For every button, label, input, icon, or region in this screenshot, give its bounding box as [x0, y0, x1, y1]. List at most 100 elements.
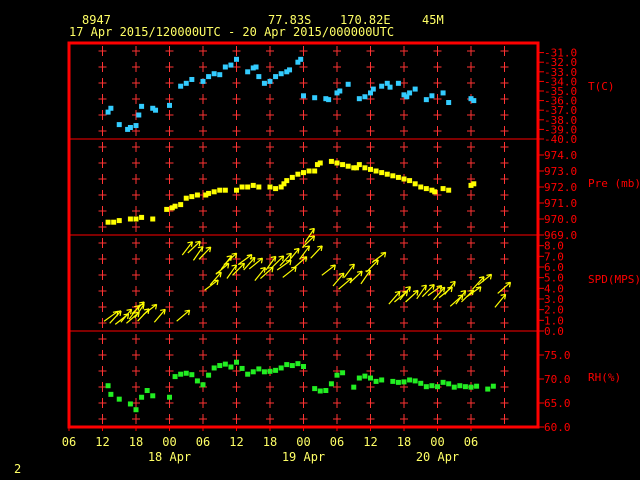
pres-point — [317, 160, 323, 166]
y-tick-label: 8.0 — [544, 240, 564, 253]
rh-point — [401, 379, 407, 385]
rh-point — [167, 394, 172, 400]
wind-arrow-head — [278, 255, 284, 258]
temp-point — [256, 74, 262, 80]
wind-arrow-head — [346, 277, 352, 280]
pres-point — [429, 187, 435, 193]
wind-arrow-head — [205, 246, 211, 249]
page-number: 2 — [14, 462, 22, 476]
temp-point — [362, 94, 368, 100]
wind-arrow-head — [270, 255, 276, 259]
pres-point — [169, 205, 175, 211]
temp-point — [429, 93, 435, 99]
wind-arrow-head — [134, 305, 140, 308]
wind-arrow-head — [333, 264, 336, 271]
y-tick-label: 969.0 — [544, 229, 577, 242]
temp-point — [261, 80, 267, 86]
wind-arrow-head — [479, 286, 482, 292]
temp-point — [217, 72, 223, 78]
pres-point — [139, 214, 145, 220]
temp-point — [370, 86, 376, 92]
wind-arrow-head — [184, 309, 190, 312]
wind-arrow-head — [342, 273, 345, 279]
wind-arrow-head — [257, 257, 263, 260]
temp-point — [423, 97, 429, 103]
rh-point — [446, 381, 452, 387]
wind-arrow — [472, 276, 485, 290]
y-tick-label: -38.0 — [544, 114, 577, 127]
pres-point — [194, 192, 200, 198]
wind-arrow-head — [263, 267, 266, 273]
temp-point — [136, 112, 142, 118]
wind-arrow-head — [201, 246, 204, 252]
wind-arrow-head — [239, 262, 245, 265]
wind-arrow-head — [289, 253, 292, 259]
temp-point — [116, 122, 122, 128]
temp-point — [384, 80, 390, 86]
wind-arrow-head — [376, 259, 379, 266]
wind-arrow — [215, 262, 230, 275]
wind-arrow-head — [352, 264, 355, 270]
y-tick-label: 75.0 — [544, 349, 571, 362]
wind-arrow-head — [144, 308, 150, 311]
x-tick-label: 12 — [229, 435, 243, 449]
wind-arrow — [271, 255, 285, 269]
wind-arrow — [248, 257, 263, 270]
pres-point — [127, 216, 133, 222]
wind-arrow — [427, 285, 442, 297]
y-tick-label: 7.0 — [544, 250, 564, 263]
pres-point — [111, 219, 117, 225]
temp-point — [287, 67, 293, 73]
rh-point — [206, 372, 212, 378]
wind-arrow-head — [231, 264, 237, 267]
rh-point — [395, 379, 401, 385]
temp-point — [139, 103, 145, 109]
wind-arrow-head — [119, 310, 122, 316]
x-tick-label: 18 — [129, 435, 143, 449]
rh-point — [379, 377, 385, 383]
rh-point — [245, 371, 251, 377]
rh-point — [217, 363, 223, 369]
x-tick-label: 00 — [430, 435, 444, 449]
y-tick-label: 3.0 — [544, 293, 564, 306]
pres-point — [281, 181, 287, 187]
rh-point — [133, 407, 139, 413]
y-tick-label: 974.0 — [544, 149, 577, 162]
wind-arrow-head — [260, 258, 264, 264]
rh-point — [407, 377, 413, 383]
rh-point — [317, 388, 323, 394]
wind-arrow — [494, 294, 507, 308]
pres-point — [446, 187, 452, 193]
rh-point — [211, 365, 217, 371]
x-tick-label: 00 — [296, 435, 310, 449]
wind-arrow-head — [260, 267, 266, 270]
wind-arrow — [497, 281, 511, 294]
rh-point — [418, 380, 424, 386]
temp-point — [245, 69, 251, 75]
rh-point — [273, 367, 279, 373]
wind-arrow — [293, 256, 308, 269]
wind-arrow-head — [398, 291, 401, 297]
wind-arrow-head — [282, 255, 285, 262]
x-tick-label: 06 — [196, 435, 210, 449]
wind-arrow-head — [286, 252, 292, 255]
temp-point — [284, 69, 290, 75]
wind-arrow — [433, 286, 446, 301]
pres-point — [314, 162, 320, 168]
x-date-label: 18 Apr — [148, 450, 191, 464]
wind-arrow-head — [504, 294, 507, 300]
temp-point — [228, 62, 234, 68]
pres-point — [273, 186, 279, 192]
temp-point — [183, 80, 189, 86]
rh-point — [261, 369, 267, 375]
wind-arrow — [223, 252, 238, 266]
rh-point — [412, 378, 418, 384]
pres-point — [306, 168, 312, 174]
wind-arrow-head — [195, 240, 201, 243]
rh-point — [144, 388, 150, 394]
wind-arrow-head — [500, 293, 506, 296]
wind-arrow — [153, 309, 166, 323]
y-tick-label: -32.0 — [544, 56, 577, 69]
pres-point — [471, 181, 477, 187]
pres-point — [206, 190, 212, 196]
